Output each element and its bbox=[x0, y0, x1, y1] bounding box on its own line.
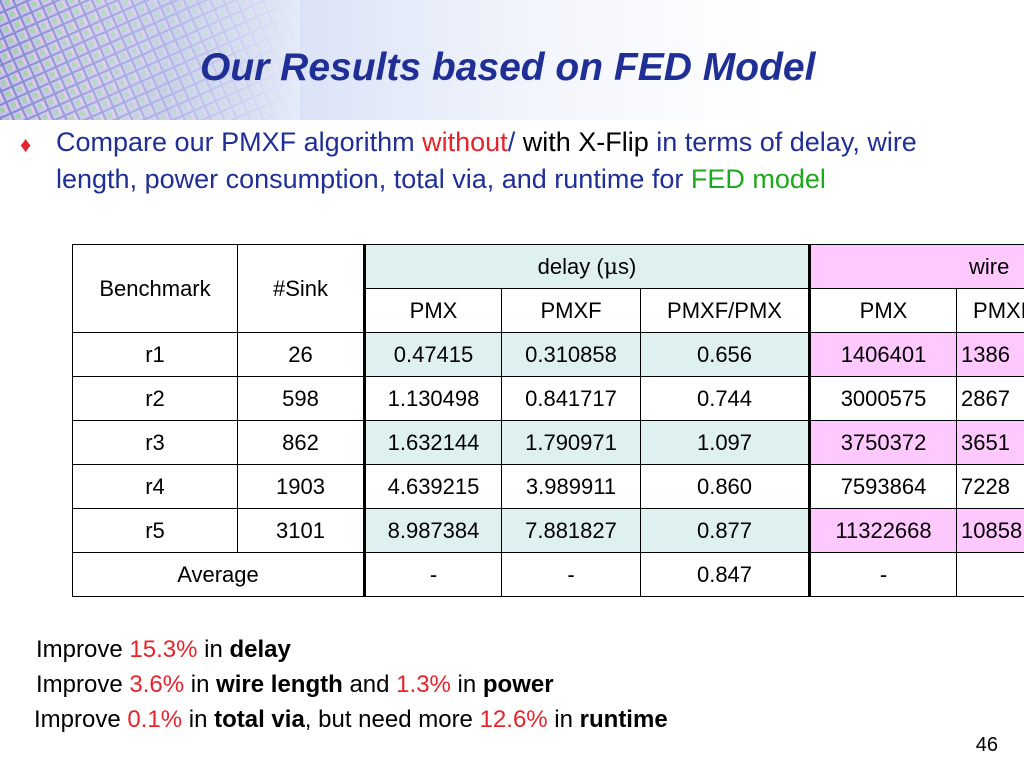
summary-line-delay: Improve 15.3% in delay bbox=[36, 636, 291, 663]
cell-wire-pmxf: 2867 bbox=[956, 376, 1024, 421]
cell-delay-pmxf: 3.989911 bbox=[501, 464, 641, 509]
cell-benchmark: r1 bbox=[72, 332, 238, 377]
cell-wire-pmx: 11322668 bbox=[808, 508, 958, 553]
cell-sink: 1903 bbox=[237, 464, 365, 509]
cell-delay-ratio: 0.744 bbox=[639, 376, 811, 421]
cell-delay-pmx: 4.639215 bbox=[363, 464, 502, 509]
cell-average-delay-pmx: - bbox=[363, 552, 502, 597]
page-number: 46 bbox=[975, 734, 998, 756]
cell-wire-pmx: 3750372 bbox=[808, 420, 958, 465]
cell-sink: 598 bbox=[237, 376, 365, 421]
bullet-slash: / bbox=[507, 127, 516, 157]
bullet-fed-model: FED model bbox=[690, 164, 826, 194]
cell-delay-pmxf: 7.881827 bbox=[501, 508, 641, 553]
cell-wire-pmx: 7593864 bbox=[808, 464, 958, 509]
table-row: r5 3101 8.987384 7.881827 0.877 11322668… bbox=[72, 508, 1024, 553]
cell-delay-pmx: 0.47415 bbox=[363, 332, 502, 377]
subheader-delay-ratio: PMXF/PMX bbox=[639, 288, 811, 333]
results-table-container: Benchmark #Sink delay (μs) wire PMX PMXF… bbox=[72, 244, 1024, 610]
cell-wire-pmxf: 3651 bbox=[956, 420, 1024, 465]
cell-delay-pmx: 1.130498 bbox=[363, 376, 502, 421]
cell-delay-pmxf: 0.841717 bbox=[501, 376, 641, 421]
bullet-segment: in terms of delay, wire length, power co… bbox=[56, 127, 917, 194]
summary-line-via-runtime: Improve 0.1% in total via, but need more… bbox=[34, 706, 668, 733]
header-sink: #Sink bbox=[237, 244, 365, 333]
header-delay: delay (μs) bbox=[362, 244, 811, 289]
subheader-delay-pmxf: PMXF bbox=[501, 288, 641, 333]
table-row: r3 862 1.632144 1.790971 1.097 3750372 3… bbox=[72, 420, 1024, 465]
cell-benchmark: r3 bbox=[72, 420, 238, 465]
cell-delay-ratio: 0.860 bbox=[639, 464, 811, 509]
subheader-wire-pmxf: PMXF bbox=[956, 288, 1024, 333]
cell-delay-pmx: 1.632144 bbox=[363, 420, 502, 465]
cell-wire-pmxf: 10858 bbox=[956, 508, 1024, 553]
cell-delay-ratio: 1.097 bbox=[639, 420, 811, 465]
subheader-delay-pmx: PMX bbox=[363, 288, 502, 333]
cell-wire-pmx: 1406401 bbox=[808, 332, 958, 377]
table-row-average: Average - - 0.847 - bbox=[72, 552, 1024, 597]
cell-wire-pmx: 3000575 bbox=[808, 376, 958, 421]
header-band: Our Results based on FED Model bbox=[0, 0, 1024, 120]
chip-wafer-image bbox=[0, 0, 300, 120]
cell-delay-pmxf: 1.790971 bbox=[501, 420, 641, 465]
cell-wire-pmxf: 1386 bbox=[956, 332, 1024, 377]
results-table: Benchmark #Sink delay (μs) wire PMX PMXF… bbox=[72, 244, 1024, 597]
cell-average-wire-pmxf bbox=[956, 552, 1024, 597]
cell-average-delay-pmxf: - bbox=[501, 552, 641, 597]
cell-average-label: Average bbox=[72, 552, 365, 597]
cell-delay-pmx: 8.987384 bbox=[363, 508, 502, 553]
bullet-text: Compare our PMXF algorithm without/ with… bbox=[56, 124, 976, 198]
summary-block: Improve 15.3% in delay Improve 3.6% in w… bbox=[34, 632, 668, 737]
header-benchmark: Benchmark bbox=[72, 244, 238, 333]
bullet-without: without bbox=[422, 127, 508, 157]
slide-title: Our Results based on FED Model bbox=[200, 46, 816, 89]
cell-benchmark: r5 bbox=[72, 508, 238, 553]
diamond-bullet-icon: ♦ bbox=[20, 132, 32, 157]
cell-benchmark: r4 bbox=[72, 464, 238, 509]
cell-wire-pmxf: 7228 bbox=[956, 464, 1024, 509]
cell-benchmark: r2 bbox=[72, 376, 238, 421]
summary-line-wire-power: Improve 3.6% in wire length and 1.3% in … bbox=[36, 671, 554, 698]
cell-average-delay-ratio: 0.847 bbox=[639, 552, 811, 597]
cell-sink: 862 bbox=[237, 420, 365, 465]
subheader-wire-pmx: PMX bbox=[808, 288, 958, 333]
table-row: r1 26 0.47415 0.310858 0.656 1406401 138… bbox=[72, 332, 1024, 377]
table-row: r2 598 1.130498 0.841717 0.744 3000575 2… bbox=[72, 376, 1024, 421]
cell-delay-pmxf: 0.310858 bbox=[501, 332, 641, 377]
table-row: r4 1903 4.639215 3.989911 0.860 7593864 … bbox=[72, 464, 1024, 509]
bullet-with-xflip: with X-Flip bbox=[515, 127, 657, 157]
cell-sink: 26 bbox=[237, 332, 365, 377]
bullet-segment: Compare our PMXF algorithm bbox=[56, 127, 423, 157]
cell-delay-ratio: 0.877 bbox=[639, 508, 811, 553]
cell-sink: 3101 bbox=[237, 508, 365, 553]
header-wire: wire bbox=[808, 244, 1024, 289]
cell-delay-ratio: 0.656 bbox=[639, 332, 811, 377]
cell-average-wire-pmx: - bbox=[808, 552, 958, 597]
